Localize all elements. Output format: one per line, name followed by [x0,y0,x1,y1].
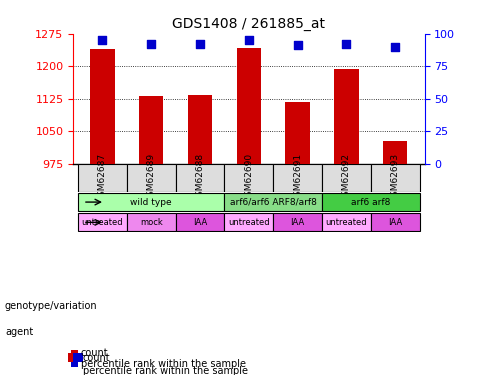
Bar [383,141,407,164]
Text: count: count [83,353,111,363]
Text: untreated: untreated [228,218,270,227]
Text: untreated: untreated [81,218,123,227]
FancyBboxPatch shape [273,164,322,192]
Text: agent: agent [5,327,33,337]
Text: IAA: IAA [388,218,403,227]
Text: GSM62693: GSM62693 [391,153,400,202]
Bar [237,48,261,164]
Bar [285,102,310,164]
FancyBboxPatch shape [273,213,322,231]
Text: GSM62690: GSM62690 [244,153,253,202]
Text: arf6 arf8: arf6 arf8 [351,198,390,207]
FancyBboxPatch shape [371,213,420,231]
FancyBboxPatch shape [127,164,176,192]
Text: mock: mock [140,218,163,227]
Text: wild type: wild type [130,198,172,207]
FancyBboxPatch shape [322,193,420,211]
Text: untreated: untreated [325,218,367,227]
Point [343,41,350,47]
Text: arf6/arf6 ARF8/arf8: arf6/arf6 ARF8/arf8 [230,198,317,207]
Text: count: count [81,348,108,357]
Text: percentile rank within the sample: percentile rank within the sample [83,366,248,375]
FancyBboxPatch shape [224,164,273,192]
Point [147,41,155,47]
Text: IAA: IAA [290,218,305,227]
Point [196,41,204,47]
FancyBboxPatch shape [78,193,224,211]
Point [294,42,302,48]
Text: GSM62692: GSM62692 [342,153,351,202]
Text: GSM62688: GSM62688 [196,153,204,202]
Title: GDS1408 / 261885_at: GDS1408 / 261885_at [172,17,325,32]
Text: percentile rank within the sample: percentile rank within the sample [81,359,245,369]
Text: genotype/variation: genotype/variation [5,301,98,310]
FancyBboxPatch shape [78,164,127,192]
Bar [139,96,163,164]
Bar [188,95,212,164]
Bar [334,69,359,164]
FancyBboxPatch shape [371,164,420,192]
Text: IAA: IAA [193,218,207,227]
FancyBboxPatch shape [322,164,371,192]
FancyBboxPatch shape [176,213,224,231]
FancyBboxPatch shape [322,213,371,231]
Text: GSM62689: GSM62689 [147,153,156,202]
FancyBboxPatch shape [224,193,322,211]
FancyBboxPatch shape [78,213,127,231]
Point [245,37,253,43]
Point [391,44,399,50]
FancyBboxPatch shape [176,164,224,192]
Text: GSM62687: GSM62687 [98,153,107,202]
Text: GSM62691: GSM62691 [293,153,302,202]
FancyBboxPatch shape [127,213,176,231]
FancyBboxPatch shape [224,213,273,231]
Bar [90,49,115,164]
Point [99,37,106,43]
